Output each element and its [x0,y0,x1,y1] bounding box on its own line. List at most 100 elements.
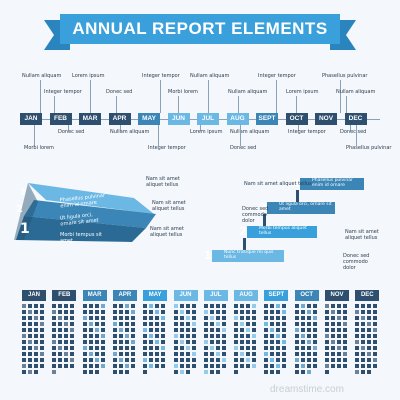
calendar-day [300,322,305,326]
timeline-month-jun: JUN [167,113,190,125]
calendar-day [112,310,117,314]
pyramid-note-3: Nam sit amet aliquet tellus [150,226,184,238]
calendar-day [331,346,335,350]
calendar-day [325,322,329,326]
calendar-days [264,304,288,376]
calendar-day [88,364,93,368]
calendar-day [355,316,360,320]
calendar-day [367,364,372,368]
calendar-day [94,304,99,308]
calendar-day [221,358,226,362]
calendar-day [94,310,99,314]
calendar-day [40,310,44,314]
calendar-day [52,370,57,374]
calendar-day [209,346,214,350]
steps-note-right-1: Nam sit amet aliquet tellus [345,229,379,241]
calendar-day [58,322,63,326]
calendar-day [234,358,239,362]
calendar-day [246,352,251,356]
calendar-day [143,334,148,338]
calendar-day [325,346,329,350]
calendar-day [88,358,93,362]
calendar-days [234,304,258,376]
calendar-day [361,346,366,350]
step-3: 3 Ut ligula orci, ornare sit amet [259,202,335,214]
calendar-day [130,352,135,356]
calendar-day [221,364,226,368]
calendar-day [331,364,335,368]
calendar-day [40,322,44,326]
calendar-day [40,346,44,350]
timeline-connector [298,125,299,131]
calendar-day [40,316,44,320]
calendar-day [373,316,378,320]
calendar-day [88,340,93,344]
pyramid-num-1: 1 [20,221,30,237]
calendar-day [118,364,123,368]
calendar-day [112,340,117,344]
calendar-day [161,304,166,308]
calendar-day [203,304,208,308]
steps-note-left-2: Donec sed commodo dolor [242,206,269,224]
calendar-day [179,364,184,368]
calendar-day [52,328,57,332]
calendar-day [143,364,148,368]
calendar-day [306,364,311,368]
calendar-day [246,364,251,368]
calendar-day [300,328,305,332]
calendar-day [343,346,347,350]
calendar-day [252,346,257,350]
calendar-day [312,316,317,320]
calendar-day [28,304,32,308]
calendar-day [240,334,245,338]
timeline-label-above: Integer tempor [44,89,82,95]
calendar-day [234,346,239,350]
calendar-day [100,334,105,338]
calendar-day [28,370,32,374]
calendar-day [367,352,372,356]
calendar-day [270,358,275,362]
calendar-day [209,310,214,314]
calendar-day [240,352,245,356]
calendar-day [325,358,329,362]
calendar-day [373,346,378,350]
calendar-day [209,304,214,308]
calendar-day [124,328,129,332]
calendar-day [373,340,378,344]
calendar-day [240,358,245,362]
calendar-day [252,304,257,308]
calendar-day [58,310,63,314]
calendar-day [185,316,190,320]
timeline-label-above: Morbi lorem [168,89,198,95]
calendar-day [264,352,269,356]
calendar-day [82,340,87,344]
calendar-day [130,364,135,368]
calendar-day [179,358,184,362]
calendar-day [209,364,214,368]
calendar-day [264,316,269,320]
calendar-day [161,316,166,320]
calendar-day [173,310,178,314]
calendar-day [191,334,196,338]
calendar-day [306,310,311,314]
calendar-day [100,364,105,368]
calendar-day [252,364,257,368]
calendar-day [264,310,269,314]
calendar-day [185,370,190,374]
calendar-day [52,304,57,308]
calendar-day [64,352,69,356]
timeline-month-sept: SEPT [256,113,278,125]
calendar-day [300,352,305,356]
calendar-day [361,358,366,362]
calendar-day [58,304,63,308]
calendar-day [252,358,257,362]
timeline-connector [160,80,161,113]
calendar-day [34,364,38,368]
calendar-day [22,346,26,350]
calendar-day [22,340,26,344]
calendar-day [343,334,347,338]
calendar-day [28,322,32,326]
calendar-day [118,310,123,314]
calendar-day [221,310,226,314]
calendar-day [28,316,32,320]
